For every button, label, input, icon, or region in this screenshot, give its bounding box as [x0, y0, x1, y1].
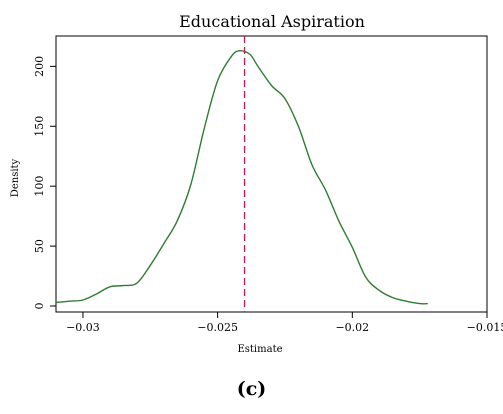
density-curve [55, 50, 428, 305]
x-axis: −0.03 −0.025 −0.02 −0.015 [66, 312, 503, 334]
panel-label: (c) [236, 378, 267, 400]
plot-frame [55, 35, 488, 313]
x-tick-label: −0.025 [197, 321, 238, 334]
y-tick-label: 0 [33, 303, 46, 310]
x-tick-label: −0.02 [335, 321, 369, 334]
series-layer [55, 50, 428, 305]
y-axis-label: Density [10, 158, 21, 197]
x-tick-label: −0.015 [467, 321, 503, 334]
x-axis-label: Estimate [237, 344, 282, 355]
x-tick-label: −0.03 [66, 321, 100, 334]
y-tick-label: 150 [33, 116, 46, 137]
y-tick-label: 50 [33, 239, 46, 253]
y-axis: 0 50 100 150 200 [33, 56, 56, 310]
y-tick-label: 100 [33, 176, 46, 197]
y-tick-label: 200 [33, 56, 46, 77]
chart-title: Educational Aspiration [179, 12, 365, 31]
